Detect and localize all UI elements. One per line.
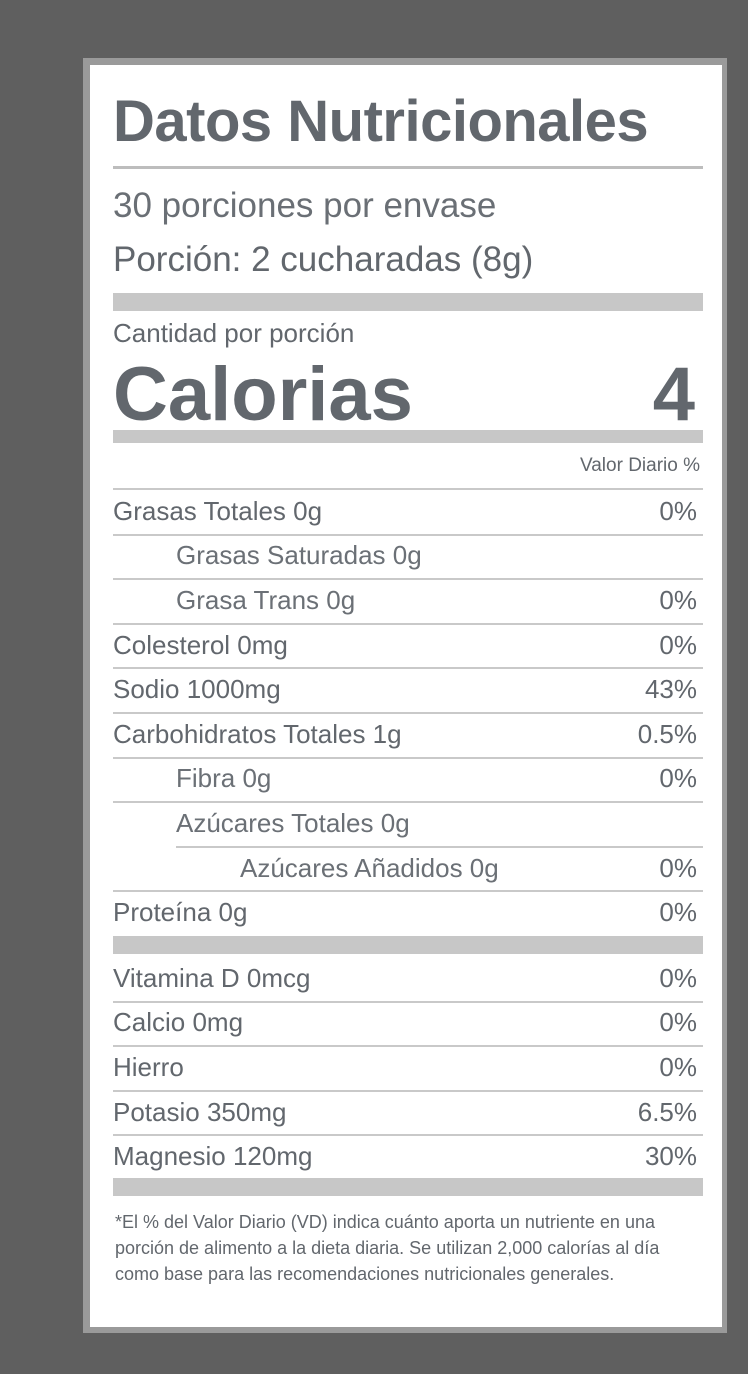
vitamin-list: Vitamina D 0mcg 0% Calcio 0mg 0% Hierro 0% Pot… [113,956,703,1179]
nutrient-row: Potasio 350mg 6.5% [113,1089,703,1135]
nutrient-name: Grasa Trans 0g [176,584,356,615]
nutrient-row: Hierro 0% [113,1045,703,1090]
nutrient-row: Proteína 0g 0% [113,890,703,935]
nutrient-row: Magnesio 120mg 30% [113,1134,703,1179]
nutrient-name: Hierro [113,1051,184,1082]
nutrient-row: Vitamina D 0mcg 0% [113,956,703,1001]
nutrient-daily-value: 0% [659,962,697,993]
nutrient-name: Colesterol 0mg [113,629,288,660]
thick-divider [113,293,703,311]
divider [113,166,703,169]
nutrient-daily-value: 0% [659,629,697,660]
thick-divider [113,1178,703,1196]
nutrient-name: Azúcares Añadidos 0g [240,852,499,883]
nutrient-daily-value: 0% [659,584,697,615]
nutrient-daily-value: 30% [644,1141,697,1172]
nutrient-name: Proteína 0g [113,897,248,928]
nutrient-daily-value: 0% [659,495,697,526]
nutrient-name: Grasas Totales 0g [113,495,323,526]
nutrient-name: Calcio 0mg [113,1007,244,1038]
nutrient-name: Sodio 1000mg [113,674,281,705]
nutrient-name: Potasio 350mg [113,1096,287,1127]
nutrient-daily-value: 0% [659,852,697,883]
nutrient-row: Grasas Saturadas 0g [113,533,703,579]
nutrient-name: Carbohidratos Totales 1g [113,718,402,749]
nutrient-name: Fibra 0g [176,763,272,794]
nutrient-name: Magnesio 120mg [113,1141,313,1172]
nutrient-daily-value: 0.5% [637,718,697,749]
nutrient-row: Sodio 1000mg 43% [113,667,703,712]
nutrient-daily-value: 43% [644,674,697,705]
calories-row: Calorias 4 [113,352,703,438]
nutrient-daily-value: 6.5% [637,1096,697,1127]
nutrient-daily-value: 0% [659,1007,697,1038]
calories-value: 4 [652,352,695,437]
nutrient-row: Fibra 0g 0% [113,756,703,802]
nutrient-row: Colesterol 0mg 0% [113,622,703,668]
nutrient-name: Azúcares Totales 0g [176,807,410,838]
nutrition-label [83,58,727,1333]
nutrient-row: Azúcares Añadidos 0g 0% [113,845,703,891]
nutrient-row: Carbohidratos Totales 1g 0.5% [113,711,703,757]
serving-size: Porción: 2 cucharadas (8g) [113,240,534,279]
medium-divider [113,430,703,443]
nutrient-row: Azúcares Totales 0g [113,801,703,846]
nutrient-name: Grasas Saturadas 0g [176,540,422,571]
divider [113,488,703,490]
footnote: *El % del Valor Diario (VD) indica cuánt… [115,1212,660,1284]
amount-per-serving: Cantidad por porción [113,318,355,348]
nutrient-daily-value: 0% [659,1051,697,1082]
nutrient-row: Calcio 0mg 0% [113,1000,703,1046]
nutrient-daily-value: 0% [659,763,697,794]
nutrient-daily-value: 0% [659,897,697,928]
daily-value-header: Valor Diario % [113,455,703,477]
nutrient-row: Grasas Totales 0g 0% [113,489,703,534]
nutrient-list: Grasas Totales 0g 0% Grasas Saturadas 0g Gr… [113,489,703,935]
nutrient-name: Vitamina D 0mcg [113,962,311,993]
nutrient-row: Grasa Trans 0g 0% [113,578,703,623]
servings-per-container: 30 porciones por envase [113,186,497,225]
calories-label: Calorias [113,352,413,437]
daily-value-header-text: Valor Diario % [579,455,700,476]
label-title: Datos Nutricionales [113,89,649,154]
thick-divider [113,936,703,954]
